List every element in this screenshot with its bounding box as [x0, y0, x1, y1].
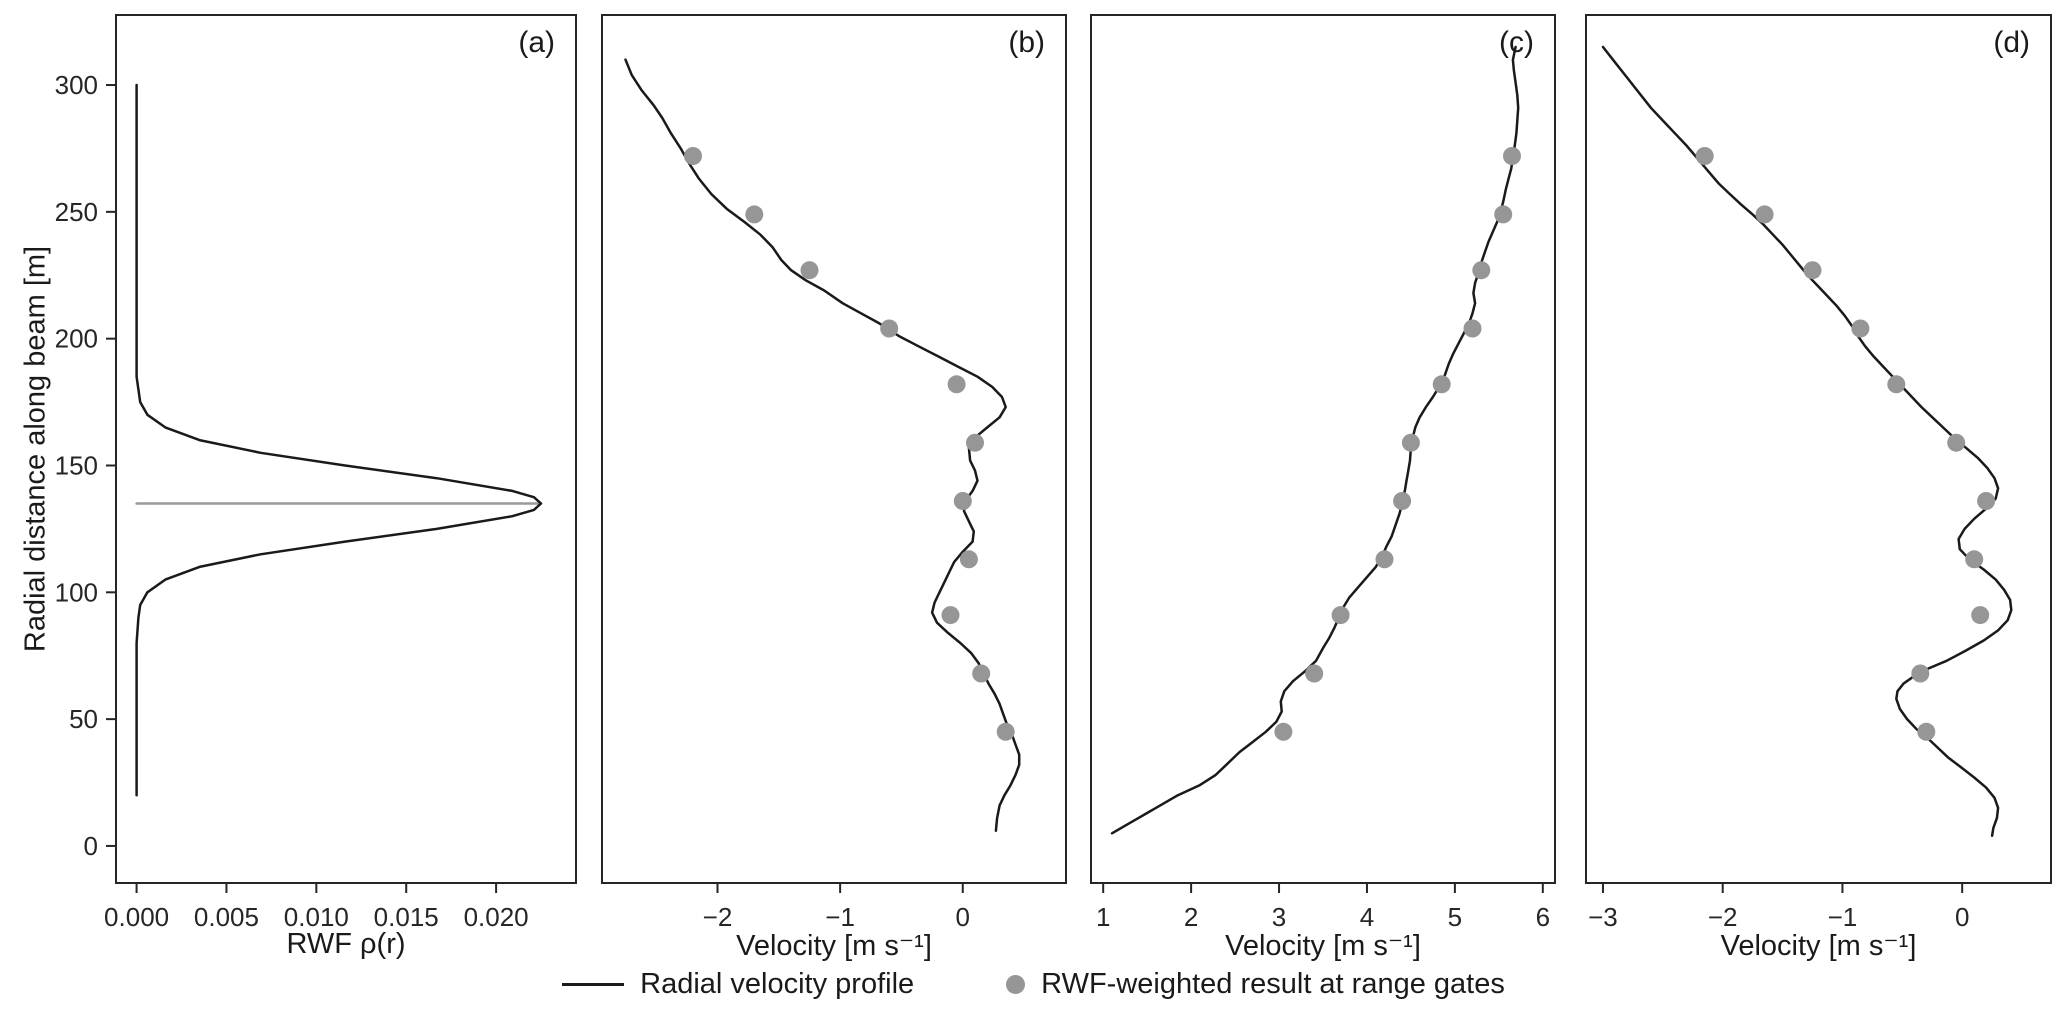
- x-tick-label: 0: [1955, 902, 1969, 932]
- y-tick-label: 250: [55, 197, 98, 227]
- x-tick-label: 0.015: [374, 902, 439, 932]
- rwf-weighted-gates-point: [745, 205, 764, 224]
- y-tick-label: 50: [69, 704, 98, 734]
- rwf-curve: [135, 83, 543, 797]
- panel-b-plot: −2 −1 0: [601, 14, 1067, 932]
- rwf-weighted-gates-point: [1695, 147, 1714, 165]
- x-tick-label: 5: [1448, 902, 1462, 932]
- rwf-weighted-gates-point: [1331, 606, 1350, 625]
- panel-a-plot: 0.000 0.005 0.010 0.015 0.020 0 50 100 150 200 250…: [55, 14, 577, 932]
- panel-b-xlabel: Velocity [m s⁻¹]: [736, 930, 932, 962]
- rwf-weighted-gates-point: [1917, 722, 1936, 741]
- rwf-weighted-gates-point: [972, 664, 991, 683]
- x-tick-label: 0.000: [104, 902, 169, 932]
- panel-c: 1 2 3 4 5 6 (c) Velocity [m s⁻¹]: [1090, 14, 1556, 962]
- x-tick-label: 0.005: [194, 902, 259, 932]
- rwf-weighted-gates-point: [1393, 492, 1412, 510]
- rwf-weighted-gates-point: [1472, 261, 1491, 280]
- rwf-weighted-gates-point: [880, 319, 899, 338]
- rwf-weighted-gates-point: [1911, 664, 1930, 683]
- y-tick-label: 100: [55, 577, 98, 607]
- plot-frame: [115, 14, 577, 884]
- x-tick-label: 0: [956, 902, 970, 932]
- dot-sample-icon: [1006, 975, 1026, 994]
- rwf-weighted-gates-point: [1947, 433, 1966, 452]
- x-tick-label: 0.010: [284, 902, 349, 932]
- panel-c-xlabel: Velocity [m s⁻¹]: [1225, 930, 1421, 962]
- panel-a-label: (a): [518, 26, 555, 59]
- plot-frame: [1090, 14, 1556, 884]
- x-tick-label: 4: [1360, 902, 1374, 932]
- y-axis-label: Radial distance along beam [m]: [19, 245, 52, 653]
- legend: Radial velocity profile RWF-weighted res…: [0, 968, 2067, 1001]
- panel-d: −3 −2 −1 0 (d) Velocity [m s⁻¹]: [1585, 14, 2052, 962]
- rwf-weighted-gates-point: [684, 147, 702, 165]
- rwf-weighted-gates-point: [1851, 319, 1870, 338]
- radial-velocity-profile: [624, 58, 1021, 832]
- rwf-weighted-gates-point: [1463, 319, 1482, 338]
- panel-d-label: (d): [1993, 26, 2030, 59]
- panel-d-xlabel: Velocity [m s⁻¹]: [1720, 930, 1917, 962]
- rwf-weighted-gates-point: [996, 722, 1015, 741]
- rwf-weighted-gates-point: [947, 375, 966, 394]
- rwf-weighted-gates-point: [1977, 492, 1996, 510]
- y-tick-label: 300: [55, 70, 98, 100]
- y-tick-label: 150: [55, 450, 98, 480]
- rwf-weighted-gates-point: [1494, 205, 1513, 224]
- y-tick-label: 200: [55, 324, 98, 354]
- panel-a: 0.000 0.005 0.010 0.015 0.020 0 50 100 150 200 250…: [55, 14, 577, 960]
- rwf-weighted-gates-point: [959, 550, 978, 569]
- rwf-weighted-gates-point: [1375, 550, 1394, 569]
- rwf-weighted-gates-point: [1971, 606, 1990, 625]
- radial-velocity-profile: [1601, 45, 2013, 838]
- legend-line-label: Radial velocity profile: [640, 968, 915, 1000]
- line-sample-icon: [562, 983, 625, 986]
- panel-c-label: (c): [1499, 26, 1534, 59]
- legend-item-line: Radial velocity profile: [562, 968, 914, 1001]
- rwf-weighted-gates-point: [1305, 664, 1324, 683]
- panel-a-xlabel: RWF ρ(r): [286, 928, 406, 960]
- x-tick-label: 3: [1272, 902, 1286, 932]
- plot-frame: [1585, 14, 2052, 884]
- x-tick-label: −2: [703, 902, 733, 932]
- x-tick-label: −1: [1828, 902, 1858, 932]
- rwf-weighted-gates-point: [800, 261, 819, 280]
- x-tick-label: 6: [1536, 902, 1550, 932]
- x-tick-label: −2: [1708, 902, 1738, 932]
- panel-c-plot: 1 2 3 4 5 6: [1090, 14, 1556, 932]
- plot-frame: [601, 14, 1067, 884]
- legend-item-dot: RWF-weighted result at range gates: [1006, 968, 1505, 1001]
- x-tick-label: 0.020: [464, 902, 529, 932]
- x-tick-label: 1: [1096, 902, 1110, 932]
- rwf-weighted-gates-point: [966, 433, 984, 452]
- rwf-weighted-gates-point: [1755, 205, 1774, 224]
- rwf-weighted-gates-point: [1401, 433, 1420, 452]
- rwf-weighted-gates-point: [941, 606, 960, 625]
- x-tick-label: −1: [825, 902, 855, 932]
- rwf-weighted-gates-point: [953, 492, 972, 510]
- rwf-weighted-gates-point: [1274, 722, 1293, 741]
- rwf-weighted-gates-point: [1803, 261, 1822, 280]
- panel-b: −2 −1 0 (b) Velocity [m s⁻¹]: [601, 14, 1067, 962]
- x-tick-label: −3: [1588, 902, 1618, 932]
- legend-dot-label: RWF-weighted result at range gates: [1041, 968, 1505, 1000]
- y-tick-label: 0: [84, 831, 98, 861]
- radial-velocity-profile: [1110, 45, 1520, 835]
- panel-d-plot: −3 −2 −1 0: [1585, 14, 2052, 932]
- rwf-weighted-gates-point: [1887, 375, 1906, 394]
- rwf-weighted-gates-point: [1432, 375, 1451, 394]
- rwf-weighted-gates-point: [1503, 147, 1521, 165]
- x-tick-label: 2: [1184, 902, 1198, 932]
- panel-b-label: (b): [1008, 26, 1045, 59]
- rwf-weighted-gates-point: [1965, 550, 1984, 569]
